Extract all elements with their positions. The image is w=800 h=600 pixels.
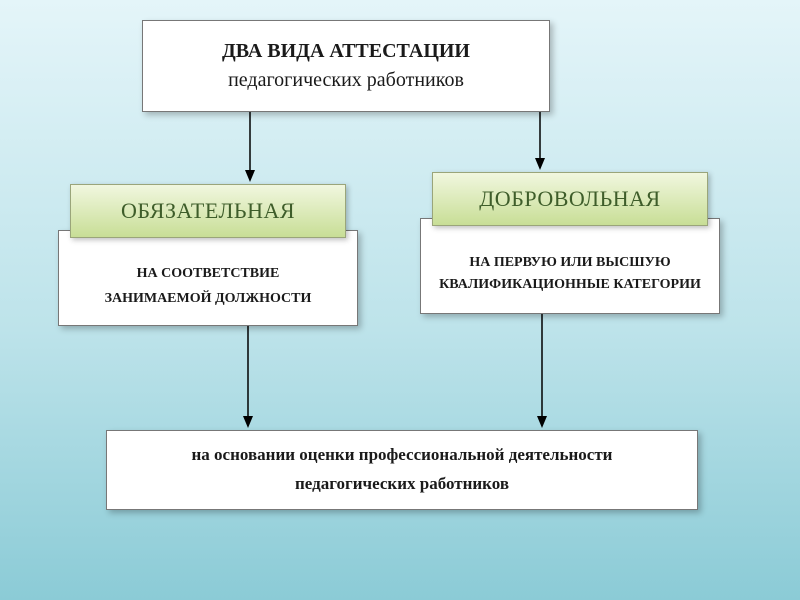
right-header-label: ДОБРОВОЛЬНАЯ <box>479 186 660 212</box>
bottom-line1: на основании оценки профессиональной дея… <box>192 441 613 470</box>
right-body-line2: КВАЛИФИКАЦИОННЫЕ КАТЕГОРИИ <box>439 274 701 296</box>
right-body-box: НА ПЕРВУЮ ИЛИ ВЫСШУЮ КВАЛИФИКАЦИОННЫЕ КА… <box>420 218 720 314</box>
bottom-box: на основании оценки профессиональной дея… <box>106 430 698 510</box>
left-header-label: ОБЯЗАТЕЛЬНАЯ <box>121 198 295 224</box>
bottom-line2: педагогических работников <box>295 470 509 499</box>
right-body-line1: НА ПЕРВУЮ ИЛИ ВЫСШУЮ <box>469 252 670 274</box>
left-body-line2: ЗАНИМАЕМОЙ ДОЛЖНОСТИ <box>105 286 312 311</box>
title-line2: педагогических работников <box>228 69 464 92</box>
left-body-line1: НА СООТВЕТСТВИЕ <box>137 261 280 286</box>
title-line1: ДВА ВИДА АТТЕСТАЦИИ <box>222 40 470 63</box>
right-header: ДОБРОВОЛЬНАЯ <box>432 172 708 226</box>
left-header: ОБЯЗАТЕЛЬНАЯ <box>70 184 346 238</box>
title-box: ДВА ВИДА АТТЕСТАЦИИ педагогических работ… <box>142 20 550 112</box>
left-body-box: НА СООТВЕТСТВИЕ ЗАНИМАЕМОЙ ДОЛЖНОСТИ <box>58 230 358 326</box>
